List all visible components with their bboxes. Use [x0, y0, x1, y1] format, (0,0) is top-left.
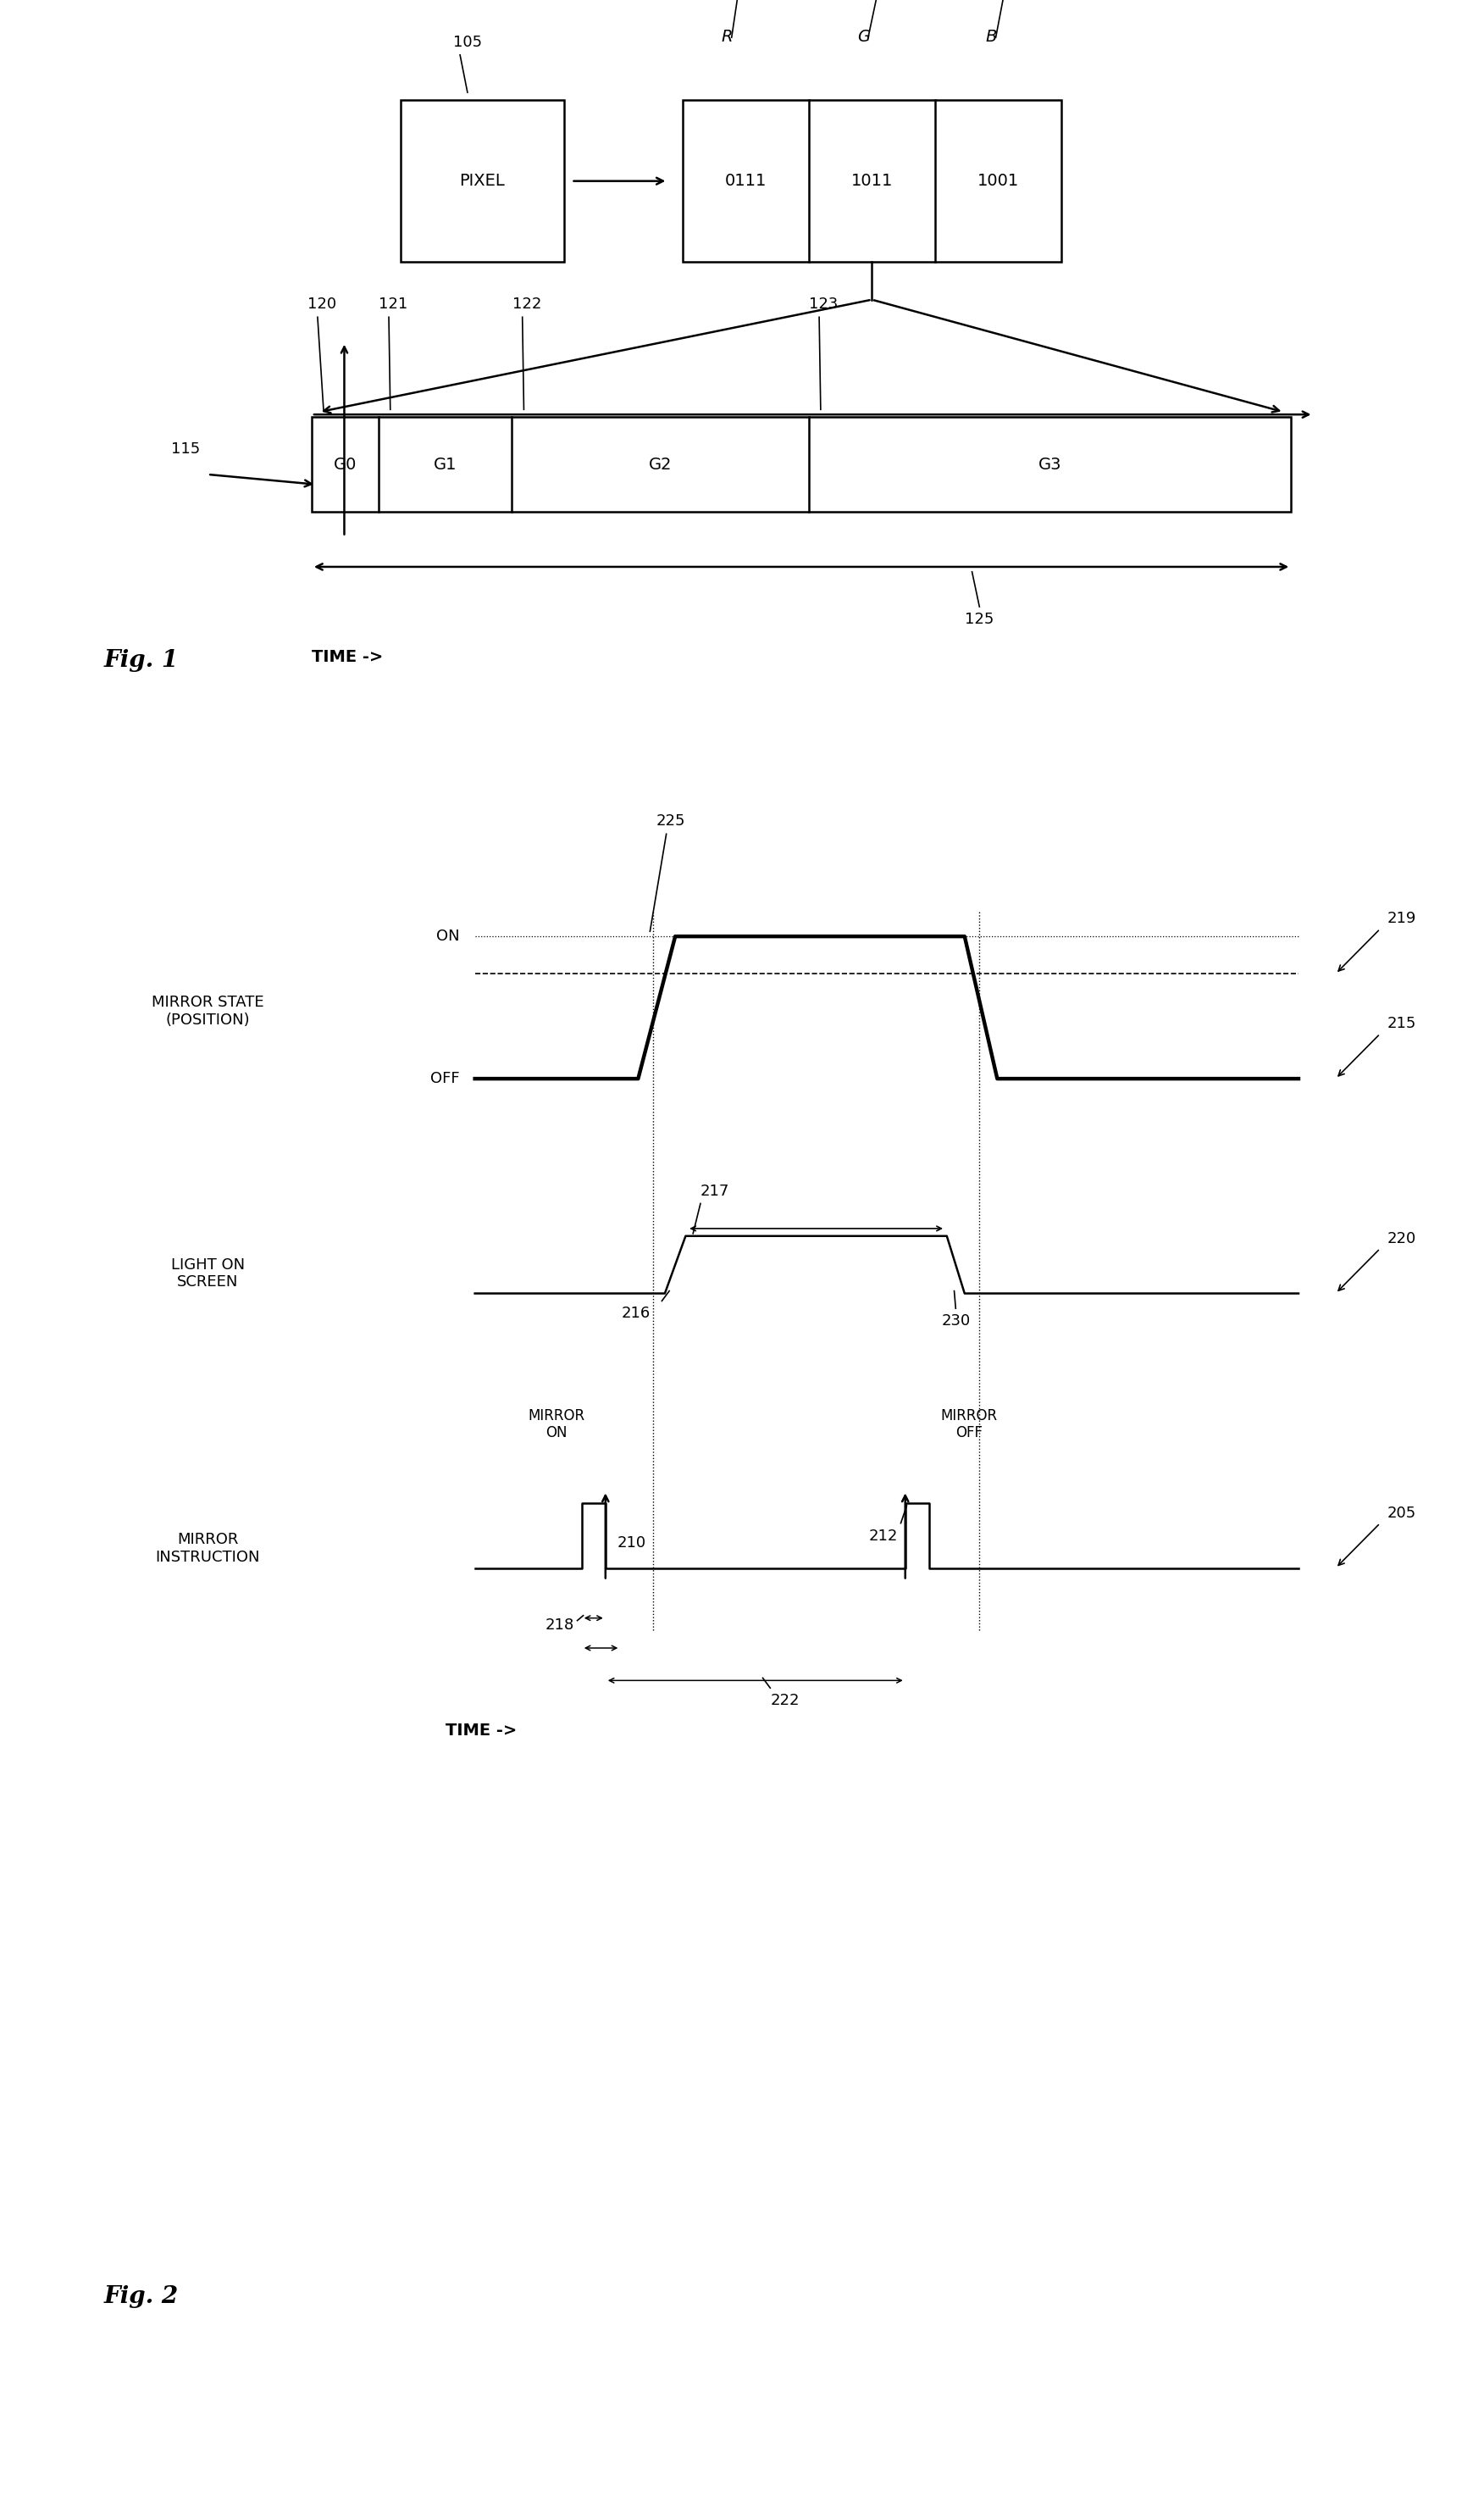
Text: 115: 115 [171, 442, 200, 457]
Bar [312, 417, 1291, 512]
Text: 1001: 1001 [976, 172, 1020, 190]
Text: B: B [985, 30, 997, 45]
Text: 216: 216 [620, 1306, 650, 1321]
Text: G0: G0 [334, 457, 356, 472]
Text: LIGHT ON
SCREEN: LIGHT ON SCREEN [171, 1256, 245, 1291]
Text: 122: 122 [512, 297, 542, 312]
Text: 105: 105 [453, 35, 482, 50]
Text: 205: 205 [1388, 1506, 1417, 1521]
Bar [401, 100, 564, 262]
Text: 230: 230 [941, 1313, 971, 1328]
Text: 121: 121 [378, 297, 408, 312]
Text: MIRROR
OFF: MIRROR OFF [941, 1408, 997, 1441]
Text: 210: 210 [617, 1536, 646, 1551]
Text: OFF: OFF [430, 1071, 460, 1086]
Text: G3: G3 [1039, 457, 1061, 472]
Text: MIRROR STATE
(POSITION): MIRROR STATE (POSITION) [151, 994, 264, 1029]
Text: 0111: 0111 [724, 172, 767, 190]
Text: 222: 222 [770, 1693, 800, 1708]
Text: Fig. 2: Fig. 2 [104, 2285, 178, 2307]
Text: MIRROR
INSTRUCTION: MIRROR INSTRUCTION [156, 1531, 260, 1566]
Text: Fig. 1: Fig. 1 [104, 649, 178, 672]
Text: 219: 219 [1388, 911, 1417, 926]
Text: 120: 120 [307, 297, 337, 312]
Text: G: G [858, 30, 870, 45]
Text: 212: 212 [868, 1528, 898, 1543]
Text: ON: ON [436, 929, 460, 944]
Text: 225: 225 [656, 814, 686, 829]
Text: R: R [721, 30, 733, 45]
Text: PIXEL: PIXEL [460, 172, 505, 190]
Text: 215: 215 [1388, 1016, 1417, 1031]
Text: 220: 220 [1388, 1231, 1417, 1246]
Text: G1: G1 [433, 457, 457, 472]
Text: MIRROR
ON: MIRROR ON [528, 1408, 585, 1441]
Text: 218: 218 [545, 1618, 574, 1633]
Text: 125: 125 [965, 612, 994, 627]
Text: TIME ->: TIME -> [445, 1723, 516, 1738]
Text: 1011: 1011 [850, 172, 893, 190]
Text: G2: G2 [649, 457, 672, 472]
Text: 217: 217 [700, 1184, 730, 1199]
Text: 123: 123 [809, 297, 838, 312]
Text: TIME ->: TIME -> [312, 649, 383, 664]
Bar [683, 100, 1061, 262]
